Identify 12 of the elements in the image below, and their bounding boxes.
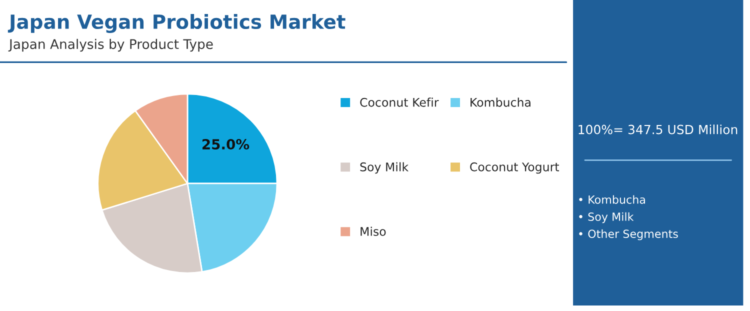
text: • Kombucha [579,195,645,204]
legend-label: Soy Milk [360,162,409,174]
text: 100%= 347.5 USD Million [578,124,738,134]
text: • Soy Milk [579,212,634,224]
text: • Other Segments [579,229,678,240]
legend-label: Kombucha [470,98,530,107]
data-label: 25.0% [202,139,250,150]
chart-title: Japan Vegan Probiotics Market [8,14,346,33]
legend-label: Miso [360,226,386,236]
legend-label: Coconut Kefir [360,98,439,107]
chart-subtitle: Japan Analysis by Product Type [8,38,213,52]
legend-label: Coconut Yogurt [470,162,560,174]
